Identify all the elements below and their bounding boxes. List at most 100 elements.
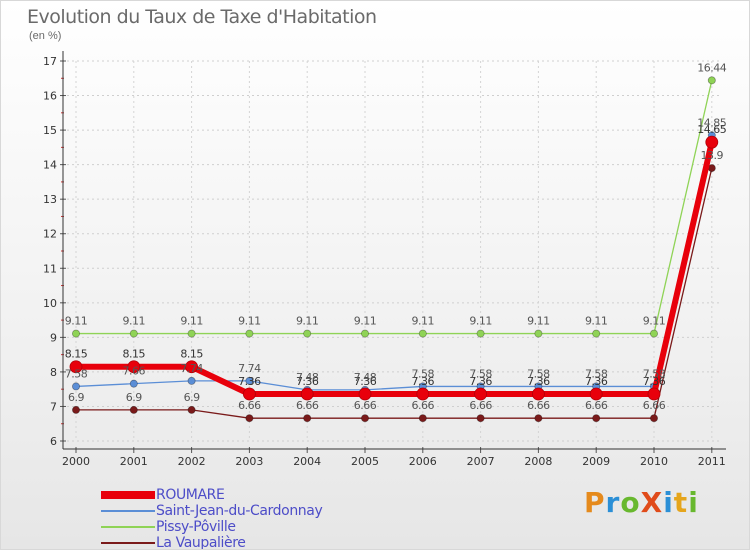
- y-tick-label: 11: [43, 262, 57, 275]
- data-label: 6.66: [469, 399, 492, 412]
- series-lines: [69, 76, 719, 423]
- axes: 6 7 8 9 10 11 12 13 14 15 16 17 2000 2001 2002 2003 2004…: [43, 51, 726, 468]
- data-label: 6.66: [354, 399, 377, 412]
- data-point: [705, 135, 719, 149]
- data-label: 7.58: [65, 367, 88, 380]
- data-label: 9.11: [354, 315, 377, 328]
- data-point: [187, 329, 196, 338]
- data-point: [476, 414, 485, 423]
- x-tick-label: 2000: [62, 455, 90, 468]
- data-label: 6.9: [184, 391, 200, 404]
- data-point: [129, 405, 138, 414]
- data-label: 6.66: [238, 399, 261, 412]
- data-point: [185, 360, 199, 374]
- x-tick-label: 2011: [698, 455, 726, 468]
- data-label: 7.58: [585, 367, 608, 380]
- y-tick-label: 6: [50, 435, 57, 448]
- data-labels: 8.15 8.15 8.15 7.36 7.36 7.36 7.36 7.36 7.36 7.36…: [65, 61, 728, 412]
- data-point: [476, 329, 485, 338]
- data-point: [129, 329, 138, 338]
- x-tick-label: 2003: [235, 455, 263, 468]
- y-tick-label: 13: [43, 193, 57, 206]
- y-tick-label: 7: [50, 400, 57, 413]
- legend-label: Saint-Jean-du-Cardonnay: [156, 503, 323, 519]
- data-point: [242, 387, 256, 401]
- data-point: [358, 387, 372, 401]
- data-label: 9.11: [412, 315, 435, 328]
- data-label: 7.36: [469, 375, 492, 388]
- x-tick-label: 2005: [351, 455, 379, 468]
- y-unit-label: (en %): [29, 30, 62, 42]
- data-point: [416, 387, 430, 401]
- x-tick-label: 2007: [467, 455, 495, 468]
- data-label: 8.15: [180, 348, 203, 361]
- data-point: [129, 379, 138, 388]
- legend-label: La Vaupalière: [156, 535, 246, 550]
- proxiti-logo: ProXiti: [584, 486, 699, 519]
- data-label: 9.11: [469, 315, 492, 328]
- data-point: [360, 414, 369, 423]
- data-point: [707, 76, 716, 85]
- data-label: 9.11: [180, 315, 203, 328]
- y-tick-label: 16: [43, 90, 57, 103]
- data-label: 6.9: [68, 391, 84, 404]
- legend-swatch: [101, 510, 155, 512]
- data-point: [72, 329, 81, 338]
- data-point: [589, 387, 603, 401]
- y-tick-label: 17: [43, 55, 57, 68]
- data-label: 9.11: [296, 315, 319, 328]
- y-tick-label: 15: [43, 124, 57, 137]
- data-label: 7.36: [412, 375, 435, 388]
- data-point: [245, 376, 254, 385]
- series-line-roumare: [76, 141, 715, 398]
- y-tick-label: 14: [43, 159, 57, 172]
- data-label: 7.36: [585, 375, 608, 388]
- data-label: 6.66: [296, 399, 319, 412]
- y-tick-label: 9: [50, 331, 57, 344]
- data-point: [592, 414, 601, 423]
- data-point: [187, 376, 196, 385]
- data-point: [303, 329, 312, 338]
- series-line-pissy-p-ville: [76, 80, 713, 335]
- x-tick-label: 2002: [178, 455, 206, 468]
- data-label: 8.15: [65, 348, 88, 361]
- data-label: 7.58: [527, 367, 550, 380]
- data-point: [534, 414, 543, 423]
- data-label: 7.36: [527, 375, 550, 388]
- data-point: [534, 329, 543, 338]
- data-point: [127, 360, 141, 374]
- data-point: [647, 387, 661, 401]
- data-label: 7.58: [412, 367, 435, 380]
- data-point: [72, 382, 81, 391]
- data-label: 9.11: [238, 315, 261, 328]
- data-label: 6.66: [412, 399, 435, 412]
- x-tick-label: 2010: [640, 455, 668, 468]
- data-point: [474, 387, 488, 401]
- x-tick-label: 2008: [524, 455, 552, 468]
- data-label: 7.74: [180, 362, 203, 375]
- data-point: [303, 414, 312, 423]
- grid: [62, 60, 721, 442]
- data-label: 7.36: [238, 375, 261, 388]
- data-label: 13.9: [701, 149, 724, 162]
- y-tick-label: 8: [50, 366, 57, 379]
- data-point: [72, 405, 81, 414]
- data-label: 7.48: [354, 371, 377, 384]
- data-label: 7.58: [469, 367, 492, 380]
- legend-swatch: [101, 491, 155, 499]
- legend-swatch: [101, 542, 155, 544]
- series-line-la-vaupali-re: [76, 167, 713, 419]
- legend-label: ROUMARE: [156, 487, 225, 503]
- data-label: 9.11: [123, 315, 146, 328]
- data-label: 7.66: [123, 365, 146, 378]
- data-label: 9.11: [65, 315, 88, 328]
- y-tick-label: 12: [43, 228, 57, 241]
- series-line-saint-jean-du-cardonnay: [75, 135, 713, 391]
- data-label: 9.11: [643, 315, 666, 328]
- data-label: 7.58: [643, 367, 666, 380]
- data-point: [418, 329, 427, 338]
- data-point: [532, 387, 545, 401]
- x-tick-label: 2006: [409, 455, 437, 468]
- data-point: [592, 329, 601, 338]
